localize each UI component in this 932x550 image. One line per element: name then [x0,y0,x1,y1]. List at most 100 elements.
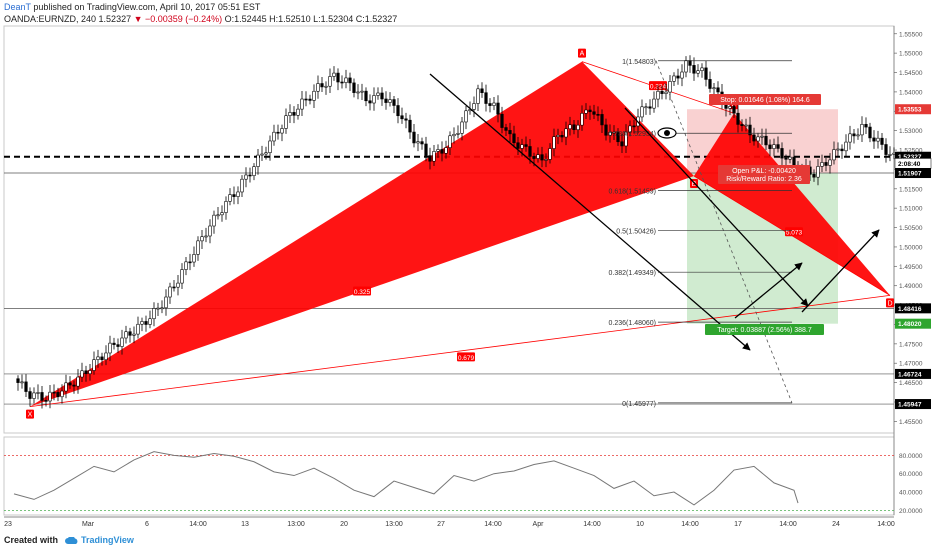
pattern-point-box-d [886,298,894,308]
candle-body [532,156,536,159]
candle-body [544,159,548,161]
candle-body [20,381,24,384]
x-tick-label-13: 14:00 [681,521,699,528]
candle-body [704,67,708,80]
ratio-label-3: 5.073 [786,230,803,237]
author-link[interactable]: DeanT [4,2,31,12]
candle-body [72,384,76,387]
candle-body [416,141,420,144]
x-tick-label-6: 20 [340,521,348,528]
pnl-label-text-0: Open P&L: -0.00420 [732,168,796,175]
candle-body [772,144,776,149]
candle-body [512,133,516,144]
candle-body [308,98,312,101]
candle-body [856,134,860,137]
tradingview-cloud-icon [64,536,77,544]
price-label-5: 1.48020 [898,321,922,328]
candle-body [648,106,652,109]
candle-body [572,124,576,131]
candle-body [736,112,740,125]
candle-body [428,155,432,162]
candle-body [232,194,236,197]
candle-body [776,144,780,149]
candle-body [40,392,44,401]
candle-body [548,148,552,160]
x-tick-label-14: 17 [734,521,742,528]
candle-body [224,201,228,213]
candle-body [764,135,768,146]
candle-body [312,90,316,101]
candle-body [36,392,40,394]
candle-body [536,154,540,159]
candle-body [668,81,672,93]
candle-body [596,114,600,116]
candle-body [280,128,284,134]
candle-body [496,102,500,115]
candle-body [460,121,464,134]
y-tick-label-6: 1.52500 [899,148,923,155]
x-tick-label-2: 6 [145,521,149,528]
ratio-box-3 [785,227,803,237]
oscillator-line [13,451,799,506]
candle-body [680,71,684,79]
candle-body [528,146,532,157]
pattern-point-b: B [692,181,697,188]
candle-body [28,391,32,399]
y-tick-label-5: 1.53000 [899,128,923,135]
candle-body [852,133,856,137]
candle-body [840,148,844,152]
pattern-leg-xd [29,294,891,408]
target-label-text-0: Target: 0.03887 (2.56%) 388.7 [717,327,812,334]
candle-body [128,331,132,336]
candle-body [560,134,564,138]
candle-body [316,83,320,92]
candle-body [276,131,280,134]
candle-body [892,152,896,155]
candle-body [24,381,28,392]
x-tick-label-8: 27 [437,521,445,528]
candle-body [292,112,296,116]
candle-body [200,236,204,242]
candle-body [336,72,340,83]
candle-body [760,135,764,138]
candle-body [664,91,668,94]
pattern-triangle-bcd [694,113,890,296]
candle-body [792,156,796,166]
y-tick-label-11: 1.50000 [899,244,923,251]
candle-body [480,88,484,94]
candle-body [412,131,416,144]
candle-body [420,141,424,145]
price-label-2: 2:08:40 [898,161,921,168]
x-tick-label-12: 10 [636,521,644,528]
candle-body [752,134,756,142]
candle-body [184,261,188,270]
pattern-point-a: A [580,51,585,58]
candle-body [500,113,504,128]
candle-body [236,191,240,197]
candle-body [676,75,680,79]
candle-body [152,308,156,320]
price-label-3: 1.51907 [898,171,922,178]
candle-body [472,103,476,110]
candle-body [52,391,56,394]
pnl-label-box [718,165,810,184]
fib-label-2: 0.618(1.51459) [609,188,656,195]
x-tick-label-4: 13 [241,521,249,528]
candle-body [656,90,660,100]
candle-body [148,318,152,325]
tradingview-brand[interactable]: TradingView [64,535,134,545]
y-tick-label-13: 1.49000 [899,283,923,290]
candle-body [700,67,704,71]
candle-body [476,88,480,104]
candle-body [584,109,588,114]
candle-body [880,137,884,145]
candle-body [784,157,788,160]
candle-body [92,359,96,371]
candle-body [240,178,244,193]
candle-body [516,142,520,149]
candle-body [388,99,392,103]
x-tick-label-3: 14:00 [189,521,207,528]
candle-body [404,118,408,121]
candle-body [168,286,172,298]
